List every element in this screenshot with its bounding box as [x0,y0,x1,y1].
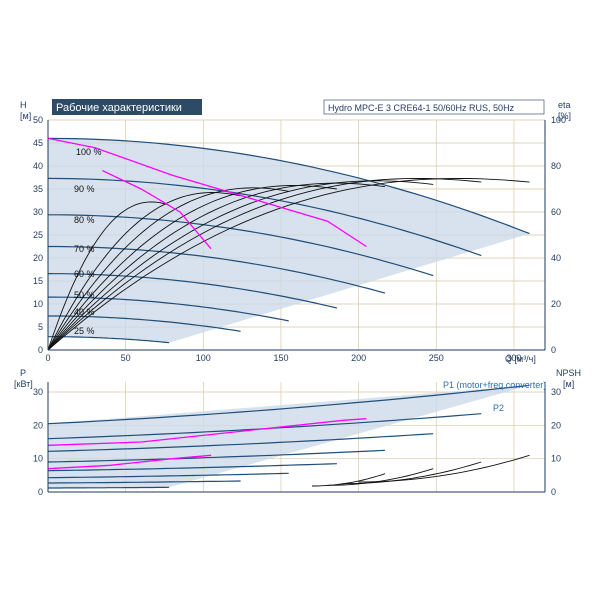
power-curve [47,384,530,425]
y-tick-label: 15 [33,276,43,286]
x-tick-label: 300 [506,353,521,363]
title-box [52,99,202,115]
efficiency-curve [47,201,170,351]
y-axis-unit: [кВт] [14,379,33,389]
y-tick-label: 50 [33,115,43,125]
chart-subtitle: Hydro MPC-E 3 CRE64-1 50/60Hz RUS, 50Hz [328,103,515,113]
npsh-curve [312,473,386,487]
y-axis-unit: [м] [20,111,31,121]
y-axis-label: P [20,368,26,378]
y2-tick-label: 100 [551,115,566,125]
y2-tick-label: 60 [551,207,561,217]
speed-curve [47,273,338,309]
speed-curve [48,336,170,344]
y-tick-label: 25 [33,230,43,240]
highlight-curve [47,137,367,248]
highlight-curve [47,418,367,446]
x-tick-label: 0 [45,353,50,363]
y-tick-label: 0 [38,487,43,497]
y-tick-label: 20 [33,253,43,263]
speed-label: 40 % [74,307,95,317]
efficiency-curve [47,187,289,351]
speed-curve [47,177,482,257]
x-tick-label: 200 [351,353,366,363]
chart-title: Рабочие характеристики [56,102,182,114]
speed-curve [48,296,289,322]
speed-curve [48,214,434,277]
head-chart: 100 %90 %80 %70 %60 %50 %40 %25 %0 50 100 1… [20,100,571,364]
highlight-curve [47,454,212,470]
x-axis-label: Q [м³/ч] [505,354,536,364]
speed-label: 100 % [76,147,102,157]
y-tick-label: 0 [38,345,43,355]
y2-tick-label: 0 [551,345,556,355]
power-area [48,385,530,488]
power-curve [47,463,337,472]
x-tick-label: 50 [121,353,131,363]
y2-axis-label: NPSH [556,368,581,378]
speed-label: 25 % [74,326,95,336]
legend-p1: P1 (motor+freq.converter) [443,380,546,390]
speed-curve [47,137,530,235]
speed-curve [48,245,386,294]
y-axis-label: H [20,100,27,110]
y2-tick-label: 20 [551,420,561,430]
speed-label: 60 % [74,269,95,279]
efficiency-curve [47,177,482,351]
highlight-curve [102,170,212,250]
x-tick-label: 100 [196,353,211,363]
y2-tick-label: 20 [551,299,561,309]
y2-tick-label: 80 [551,161,561,171]
operating-area [48,138,530,343]
y2-axis-unit: [%] [558,111,571,121]
y-tick-label: 10 [33,299,43,309]
efficiency-curve [47,185,337,351]
speed-label: 50 % [74,290,95,300]
efficiency-curve [47,177,530,351]
npsh-curve [327,468,434,486]
y-tick-label: 10 [33,454,43,464]
efficiency-curve [47,180,434,351]
y2-axis-label: eta [558,100,571,110]
power-curve [47,472,289,479]
speed-label: 90 % [74,184,95,194]
y-tick-label: 5 [38,322,43,332]
power-curve [48,486,170,489]
y-tick-label: 45 [33,138,43,148]
y2-tick-label: 10 [551,454,561,464]
speed-curve [48,315,241,332]
subtitle-box [323,99,545,115]
x-tick-label: 150 [273,353,288,363]
npsh-curve [358,454,530,483]
efficiency-curve [47,182,386,351]
speed-label: 80 % [74,215,95,225]
efficiency-curve [47,192,241,351]
y-tick-label: 20 [33,420,43,430]
y2-axis-unit: [м] [563,379,574,389]
y-tick-label: 30 [33,387,43,397]
speed-label: 70 % [74,244,95,254]
y-tick-label: 40 [33,161,43,171]
legend-p2: P2 [493,403,504,413]
power-chart: 0 10 20 30 0 10 20 30 P[кВт] NPSH[м] P1 (motor+fre… [14,368,581,497]
y-tick-label: 30 [33,207,43,217]
power-curve [47,449,386,463]
y2-tick-label: 30 [551,387,561,397]
x-tick-label: 250 [429,353,444,363]
power-curve [48,480,241,484]
power-curve [47,433,434,452]
y2-tick-label: 0 [551,487,556,497]
y-tick-label: 35 [33,184,43,194]
y2-tick-label: 40 [551,253,561,263]
